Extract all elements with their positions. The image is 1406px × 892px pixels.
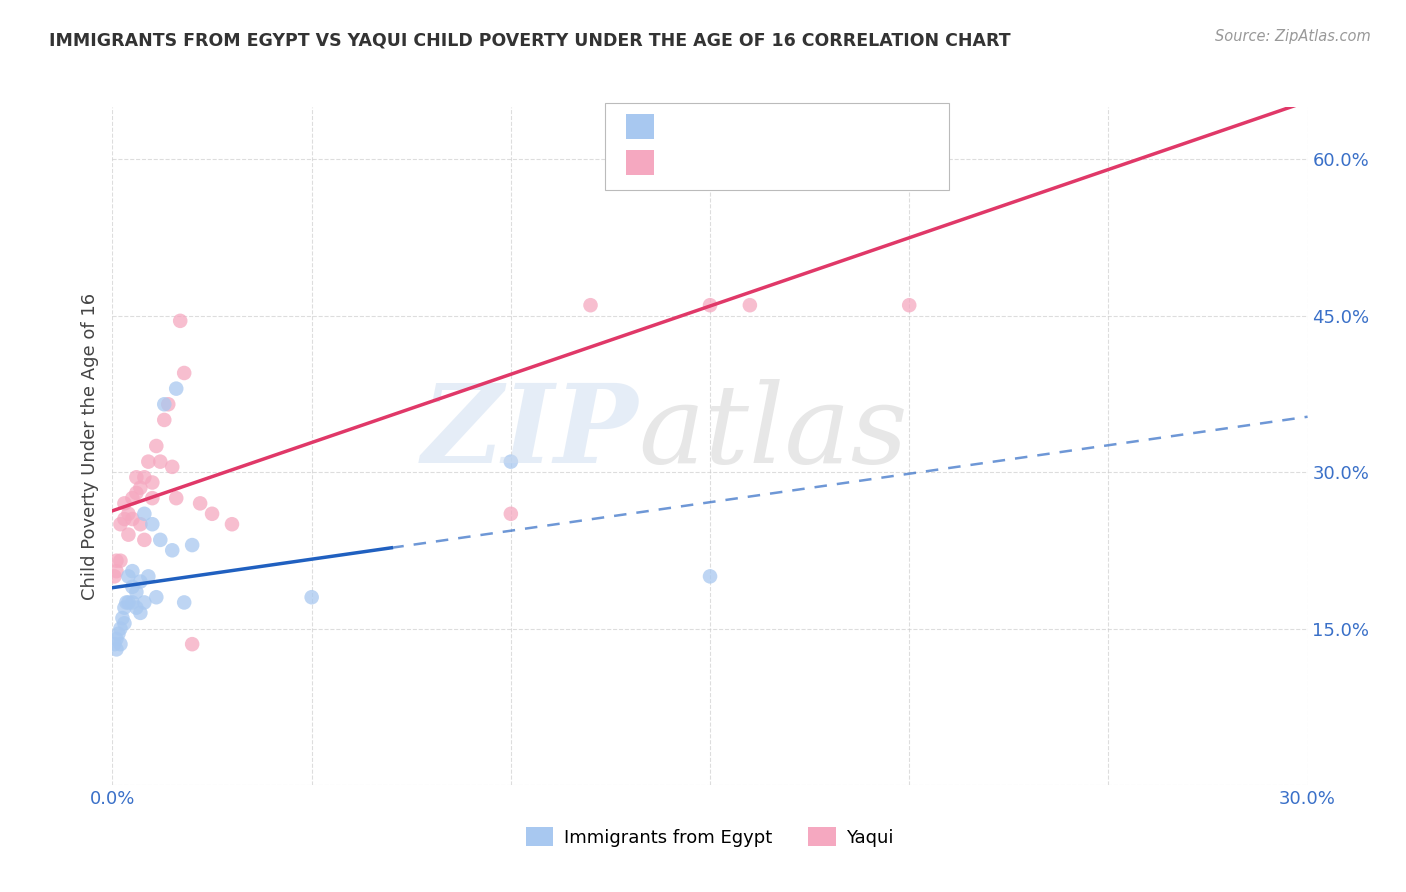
Point [121,595,143,609]
Point [121,491,143,505]
Point [117,527,139,541]
Point [117,595,139,609]
Point [579,298,602,312]
Point [141,491,163,505]
Point [153,413,176,427]
Point [153,397,176,411]
Point [145,591,167,605]
Point [125,600,148,615]
Point [499,507,522,521]
Point [115,595,138,609]
Point [103,569,125,583]
Text: Source: ZipAtlas.com: Source: ZipAtlas.com [1215,29,1371,44]
Text: R =: R = [665,118,704,136]
Point [149,455,172,469]
Point [301,591,323,605]
Point [169,314,191,328]
Point [114,496,135,510]
Text: 0.302: 0.302 [710,153,766,171]
Point [659,152,682,166]
Point [145,439,167,453]
Point [129,606,152,620]
Point [898,298,921,312]
Point [162,543,183,558]
Point [141,475,163,490]
Point [117,507,139,521]
Point [103,637,125,651]
Point [117,569,139,583]
Text: N =: N = [780,153,820,171]
Point [110,622,132,636]
Text: 38: 38 [825,153,851,171]
Point [699,569,721,583]
Point [162,459,183,474]
Point [111,611,134,625]
Text: IMMIGRANTS FROM EGYPT VS YAQUI CHILD POVERTY UNDER THE AGE OF 16 CORRELATION CHA: IMMIGRANTS FROM EGYPT VS YAQUI CHILD POV… [49,31,1011,49]
Point [105,632,128,646]
Point [114,600,135,615]
Text: 33: 33 [825,118,851,136]
Point [110,517,132,532]
Point [181,637,204,651]
Point [105,554,128,568]
Point [149,533,172,547]
Point [114,616,135,631]
Point [141,517,163,532]
Point [110,637,132,651]
Y-axis label: Child Poverty Under the Age of 16: Child Poverty Under the Age of 16 [80,293,98,599]
Text: ZIP: ZIP [422,379,638,486]
Point [138,569,160,583]
Point [173,595,195,609]
Point [201,507,224,521]
Point [121,564,143,578]
Point [181,538,204,552]
Point [499,455,522,469]
Point [121,512,143,526]
Legend: Immigrants from Egypt, Yaqui: Immigrants from Egypt, Yaqui [519,820,901,854]
Point [121,580,143,594]
Point [188,496,211,510]
Text: 0.196: 0.196 [710,118,766,136]
Point [129,574,152,589]
Point [125,585,148,599]
Point [134,470,156,484]
Point [114,512,135,526]
Point [107,626,129,640]
Point [138,455,160,469]
Point [165,382,187,396]
Point [157,397,180,411]
Text: N =: N = [780,118,820,136]
Point [738,298,761,312]
Point [699,298,721,312]
Point [221,517,243,532]
Text: R =: R = [665,153,704,171]
Point [125,470,148,484]
Point [129,517,152,532]
Point [125,486,148,500]
Point [134,595,156,609]
Point [105,564,128,578]
Point [134,533,156,547]
Point [134,507,156,521]
Point [129,481,152,495]
Point [105,642,128,657]
Text: atlas: atlas [638,379,908,486]
Point [165,491,187,505]
Point [110,554,132,568]
Point [173,366,195,380]
